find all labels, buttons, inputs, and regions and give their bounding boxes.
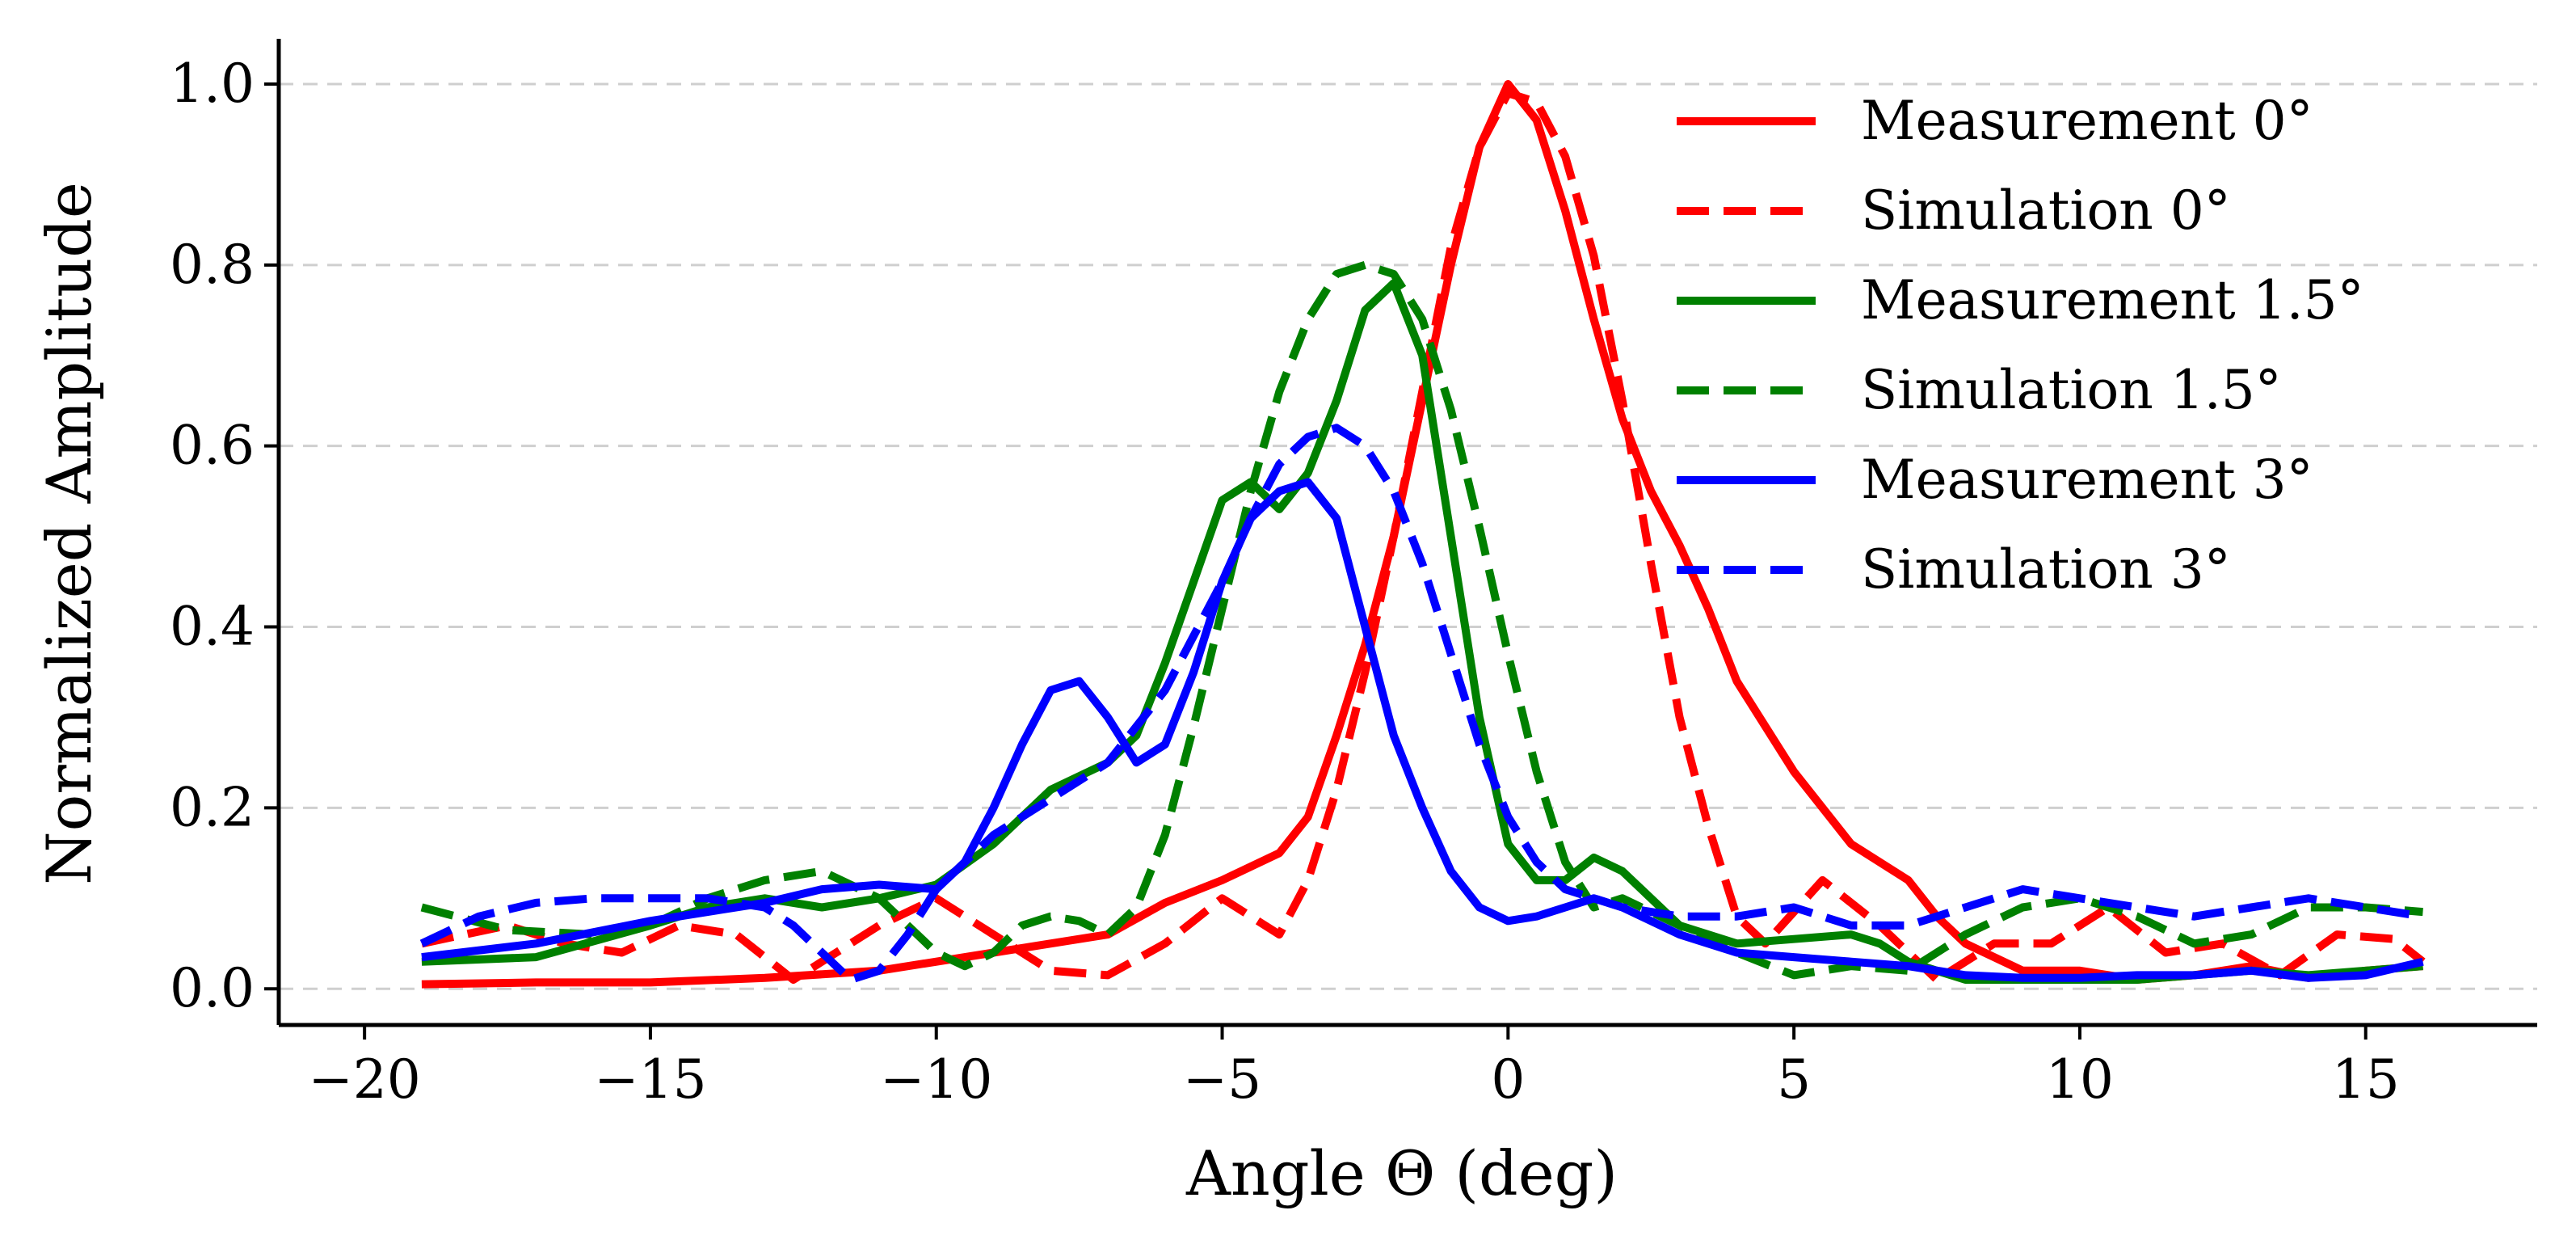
y-tick-label: 0.6 [170,415,255,477]
x-axis-label: Angle Θ (deg) [1185,1137,1618,1209]
legend-label-1: Measurement 0° [1861,90,2313,152]
legend-label-3: Measurement 1.5° [1861,269,2364,331]
series-line-5 [421,478,2424,982]
y-tick-label: 0.0 [170,957,255,1019]
series-line-2 [420,89,2426,984]
series-line-1 [421,80,2423,989]
x-tick-label: 10 [2046,1048,2114,1111]
y-tick-label: 0.8 [170,234,255,296]
series-line-6 [419,424,2424,984]
x-tick-label: −20 [308,1048,420,1111]
tick-labels: 0.0 0.2 0.4 0.6 0.8 1.0 −20 −15 −10 −5 0 5 10 15 [170,53,2400,1111]
x-tick-label: −10 [880,1048,992,1111]
legend-label-4: Simulation 1.5° [1861,359,2282,421]
y-axis-label: Normalized Amplitude [33,182,105,885]
x-tick-label: 0 [1491,1048,1525,1111]
y-tick-label: 0.4 [170,596,255,658]
plot-series [419,80,2426,989]
series-line-4 [420,260,2423,980]
y-tick-label: 0.2 [170,776,255,838]
legend-label-6: Simulation 3° [1861,538,2231,601]
x-tick-label: 5 [1777,1048,1811,1111]
axes [264,39,2537,1040]
x-tick-label: −5 [1183,1048,1261,1111]
legend-label-2: Simulation 0° [1861,179,2231,242]
legend-label-5: Measurement 3° [1861,449,2313,511]
x-tick-label: 15 [2332,1048,2400,1111]
y-tick-label: 1.0 [170,53,255,115]
legend: Measurement 0° Simulation 0° Measurement 1… [1677,90,2364,601]
x-tick-label: −15 [594,1048,706,1111]
